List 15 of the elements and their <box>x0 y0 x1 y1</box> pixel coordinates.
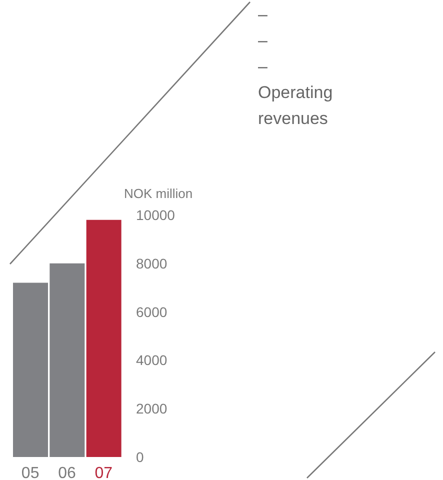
y-tick-label: 4000 <box>136 352 168 368</box>
text: – <box>258 4 268 26</box>
y-tick-label: 10000 <box>136 206 176 223</box>
text: Operating revenues <box>258 82 334 130</box>
text: – <box>258 30 268 52</box>
bar <box>86 220 122 457</box>
x-tick-label: 07 <box>94 465 113 480</box>
y-tick-label: 6000 <box>136 304 168 320</box>
text: – <box>258 56 268 78</box>
x-tick-label: 06 <box>58 465 76 480</box>
y-axis-title: NOK million <box>124 186 193 201</box>
y-tick-label: 0 <box>136 448 144 465</box>
x-tick-label: 05 <box>21 465 40 480</box>
y-tick-label: 8000 <box>136 255 168 272</box>
y-tick-label: 2000 <box>136 400 168 417</box>
